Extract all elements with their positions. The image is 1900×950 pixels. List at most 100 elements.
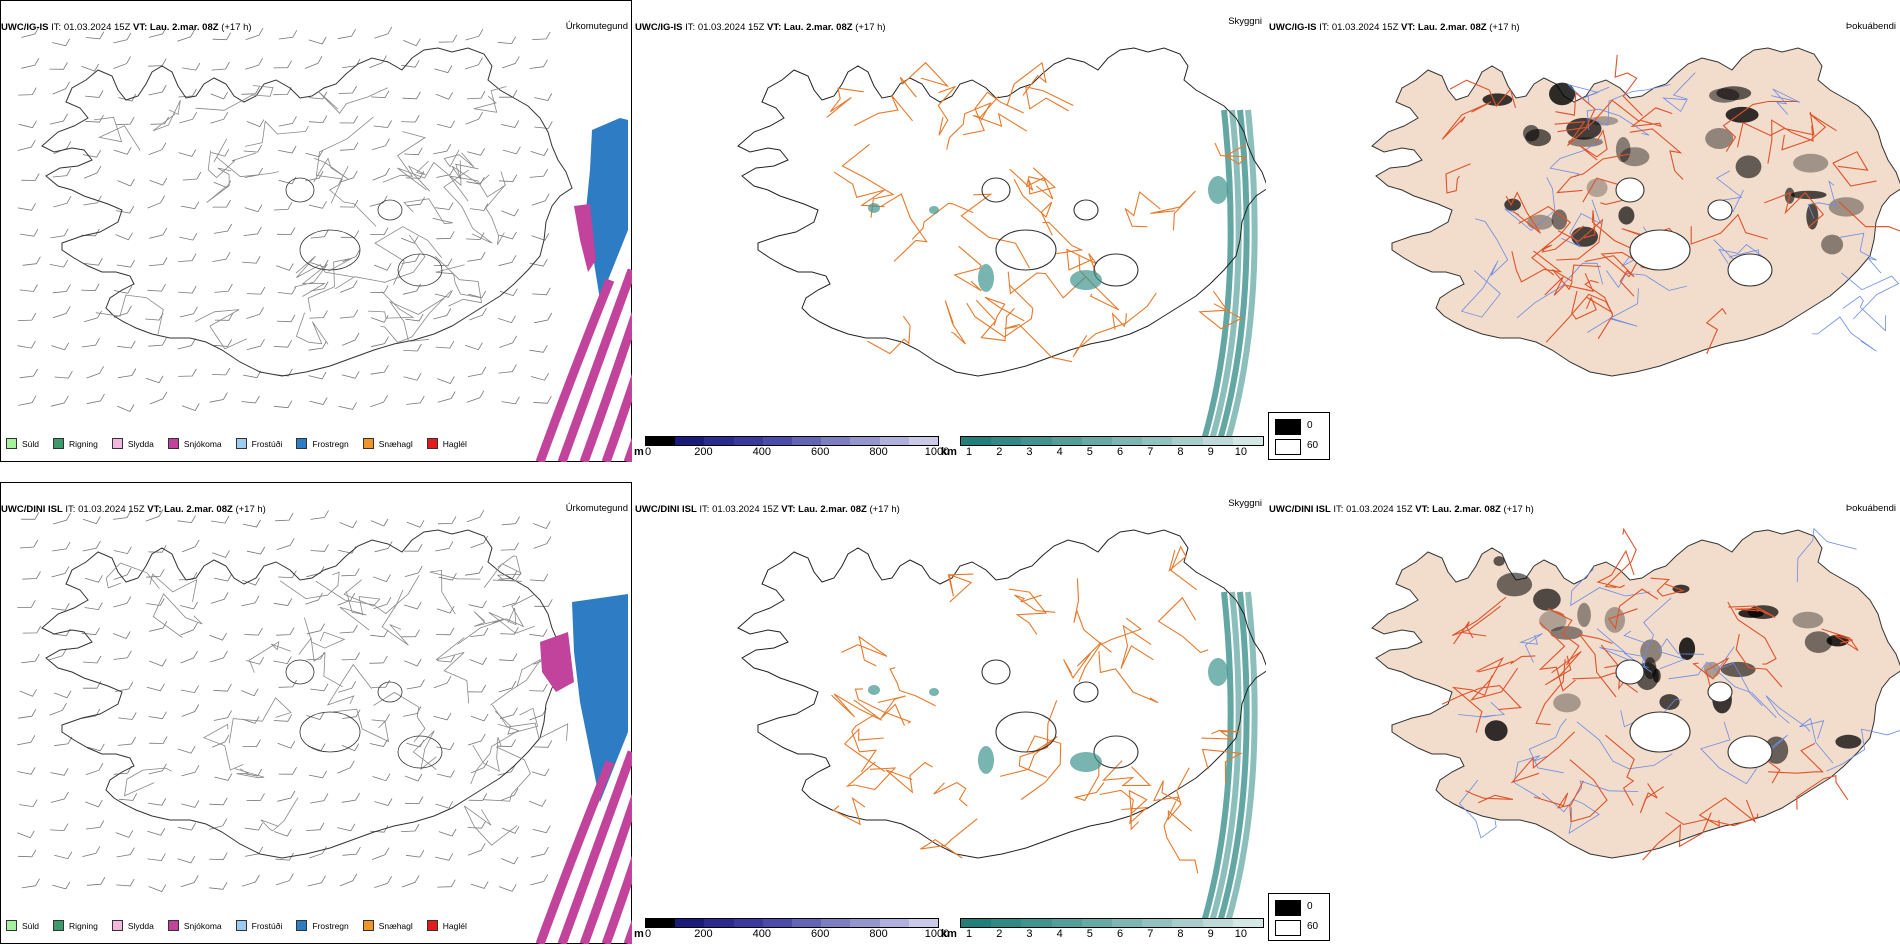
legend-swatch (111, 438, 123, 449)
wind-barb (179, 112, 198, 124)
fog-patch (1533, 588, 1561, 611)
panel-header: UWC/IG-IS IT: 01.03.2024 15Z VT: Lau. 2.… (1, 22, 252, 33)
colorbar-segment (1021, 437, 1052, 445)
wind-barb (400, 236, 419, 244)
wind-barb (21, 173, 40, 181)
colorbar-tick-label: 0 (645, 928, 652, 940)
fog-patch (1539, 610, 1567, 632)
road-line (1768, 742, 1824, 774)
fog-patch (1835, 734, 1862, 749)
wind-barb (529, 573, 549, 582)
wind-barb (178, 88, 197, 98)
visibility-low-band (1217, 591, 1250, 923)
road-line (315, 574, 420, 615)
road-line (1198, 290, 1243, 330)
road-line (889, 667, 936, 707)
wind-barb (241, 874, 260, 887)
wind-barb (52, 284, 71, 294)
road-line (1441, 101, 1492, 140)
glacier-outline (299, 711, 361, 753)
wind-barb (436, 231, 455, 240)
wind-barb (532, 31, 551, 40)
colorbar-segment (675, 437, 705, 445)
road-line (397, 160, 462, 191)
road-line (1705, 307, 1727, 355)
road-line (1604, 527, 1637, 588)
wind-barb (115, 830, 134, 838)
wind-barb (150, 116, 169, 125)
wind-barb (148, 711, 167, 720)
wind-barb (241, 688, 259, 697)
wind-barb (467, 251, 486, 262)
panel-title: Þokuábendi (1845, 21, 1896, 32)
wind-barb (529, 345, 548, 353)
road-line (451, 163, 490, 185)
wind-barb (85, 31, 105, 40)
wind-barb (181, 403, 200, 411)
wind-barb (529, 629, 548, 637)
colorbar-tick-label: 0 (645, 446, 652, 458)
precip-legend: Súld Rigning Slydda Snjókoma Frostúði Frostre… (6, 920, 481, 931)
wind-barb (403, 601, 422, 610)
wind-barb (178, 368, 197, 377)
wind-barb (308, 115, 328, 124)
fog-patch (1791, 190, 1827, 200)
colorbar-segment (1142, 437, 1173, 445)
road-line (1511, 250, 1563, 283)
colorbar-tick-label: 1 (965, 446, 973, 458)
legend-label: Frostregn (312, 438, 349, 449)
wind-barb (339, 170, 358, 183)
road-line (329, 165, 377, 227)
wind-barb (118, 93, 137, 102)
legend-item: Slydda (111, 438, 154, 449)
wind-barb (117, 736, 136, 746)
road-line (1441, 685, 1522, 711)
wind-barb (149, 227, 168, 239)
wind-barb (51, 342, 70, 351)
road-line (380, 290, 452, 343)
wind-barb (404, 796, 424, 804)
road-line (1063, 641, 1102, 679)
wind-barb (341, 371, 360, 379)
wind-barb (178, 253, 197, 262)
road-line (1451, 675, 1493, 733)
road-line (1072, 313, 1127, 358)
wind-barb (337, 29, 356, 40)
wind-barb (278, 570, 297, 579)
wind-barb (500, 542, 519, 551)
road-line (1821, 628, 1859, 652)
road-line (1578, 633, 1617, 698)
wind-barb (85, 763, 104, 776)
wind-barb (467, 148, 486, 156)
wind-barb (211, 515, 230, 524)
river-line (1561, 199, 1602, 248)
colorbar-tick-label: 400 (752, 928, 771, 940)
wind-barb (276, 227, 296, 235)
wind-barb (433, 258, 453, 267)
wind-barb (339, 199, 359, 208)
wind-barb (338, 85, 357, 94)
road-line (334, 234, 426, 290)
wind-barb (85, 90, 104, 98)
legend-swatch (426, 920, 438, 931)
wind-barb (242, 256, 261, 264)
road-line (1545, 650, 1582, 686)
road-line (1201, 729, 1241, 740)
wind-barb (85, 799, 103, 808)
road-line (1073, 578, 1112, 653)
wind-barb (181, 800, 200, 808)
wind-barb (19, 368, 38, 379)
legend-item: Frostregn (296, 920, 349, 931)
road-line (470, 723, 520, 785)
road-line (1120, 624, 1154, 669)
wind-barb (177, 855, 196, 864)
road-line (374, 226, 443, 285)
road-line (304, 617, 346, 649)
river-line (1812, 316, 1877, 352)
road-line (435, 264, 482, 299)
wind-barb (181, 704, 200, 717)
legend-swatch (296, 438, 308, 449)
legend-item: Snæhagl (362, 920, 413, 931)
wind-barb (149, 177, 168, 186)
colorbar-segment (1112, 437, 1143, 445)
